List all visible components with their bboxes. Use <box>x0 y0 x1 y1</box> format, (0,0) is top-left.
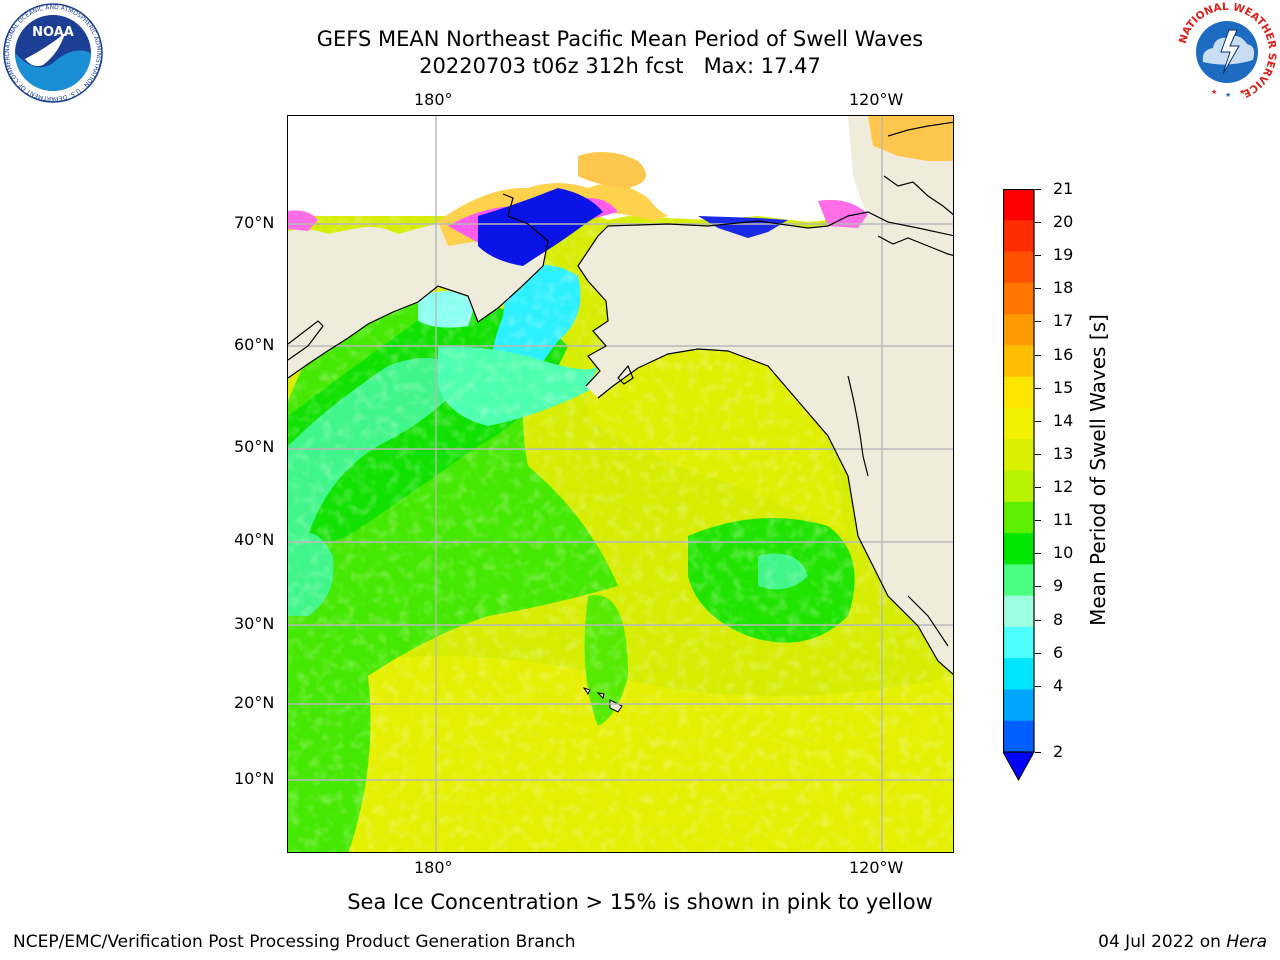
lat-tick-60n: 60°N <box>234 335 275 354</box>
colorbar-cell <box>1003 189 1034 221</box>
colorbar-cell <box>1003 220 1034 253</box>
colorbar-tick-mark <box>1035 619 1041 621</box>
colorbar-tick-mark <box>1035 222 1041 224</box>
colorbar-tick-label: 20 <box>1053 212 1074 232</box>
colorbar-tick-label: 10 <box>1053 543 1074 563</box>
swell-period-map <box>287 115 954 853</box>
colorbar-cell <box>1003 376 1034 409</box>
lon-tick-bottom-120w: 120°W <box>849 858 904 877</box>
lat-tick-70n: 70°N <box>234 213 275 232</box>
colorbar <box>1002 188 1035 784</box>
date-stamp: 04 Jul 2022 on Hera <box>1098 932 1267 952</box>
sea-ice-pink-east <box>818 199 868 228</box>
colorbar-tick-mark <box>1035 387 1041 389</box>
colorbar-tick-label: 2 <box>1053 742 1064 761</box>
sea-ice-blue <box>478 188 603 266</box>
colorbar-tick-mark <box>1035 520 1041 522</box>
colorbar-cell <box>1003 626 1034 659</box>
credit-text: NCEP/EMC/Verification Post Processing Pr… <box>13 932 576 952</box>
colorbar-cell <box>1003 470 1034 503</box>
lat-tick-20n: 20°N <box>234 693 275 712</box>
colorbar-cell <box>1003 501 1034 534</box>
lon-tick-top-120w: 120°W <box>849 90 904 109</box>
colorbar-cell <box>1003 345 1034 378</box>
lon-tick-top-180: 180° <box>414 90 453 109</box>
colorbar-tick-label: 11 <box>1053 510 1074 530</box>
colorbar-cell <box>1003 314 1034 346</box>
colorbar-tick-label: 8 <box>1053 609 1064 629</box>
colorbar-tick-mark <box>1035 288 1041 290</box>
map-title: GEFS MEAN Northeast Pacific Mean Period … <box>316 27 924 51</box>
colorbar-tick-label: 9 <box>1053 576 1064 596</box>
land-baja <box>908 596 953 675</box>
colorbar-cell <box>1003 595 1034 628</box>
colorbar-extend-triangle <box>1002 751 1035 782</box>
map-subtitle: 20220703 t06z 312h fcst Max: 17.47 <box>419 54 821 78</box>
colorbar-tick-mark <box>1035 189 1041 190</box>
colorbar-tick-label: 6 <box>1053 642 1064 662</box>
lat-tick-10n: 10°N <box>234 769 275 788</box>
sea-ice-note: Sea Ice Concentration > 15% is shown in … <box>347 890 933 914</box>
colorbar-tick-mark <box>1035 752 1041 753</box>
colorbar-tick-label: 14 <box>1053 410 1074 430</box>
sea-ice-pink-west <box>288 210 318 231</box>
colorbar-cell <box>1003 533 1034 565</box>
colorbar-tick-mark <box>1035 652 1041 654</box>
colorbar-tick-mark <box>1035 354 1041 356</box>
colorbar-tick-label: 18 <box>1053 278 1074 298</box>
colorbar-tick-label: 16 <box>1053 344 1074 364</box>
colorbar-tick-label: 21 <box>1053 179 1074 198</box>
colorbar-tick-mark <box>1035 255 1041 257</box>
sea-ice-yellow-ne <box>868 116 953 161</box>
colorbar-tick-mark <box>1035 321 1041 323</box>
colorbar-title: Mean Period of Swell Waves [s] <box>1086 314 1110 626</box>
colorbar-tick-mark <box>1035 586 1041 588</box>
colorbar-tick-label: 12 <box>1053 477 1074 497</box>
colorbar-tick-mark <box>1035 453 1041 455</box>
colorbar-tick-label: 15 <box>1053 377 1074 397</box>
svg-text:★: ★ <box>1225 91 1231 99</box>
lat-tick-50n: 50°N <box>234 437 275 456</box>
colorbar-cell <box>1003 407 1034 440</box>
colorbar-tick-mark <box>1035 553 1041 555</box>
colorbar-cell <box>1003 439 1034 472</box>
colorbar-tick-label: 4 <box>1053 675 1064 695</box>
colorbar-cell <box>1003 564 1034 597</box>
graticule <box>288 116 953 852</box>
lon-tick-bottom-180: 180° <box>414 858 453 877</box>
colorbar-cell <box>1003 720 1034 753</box>
colorbar-tick-label: 19 <box>1053 245 1074 265</box>
colorbar-tick-label: 13 <box>1053 443 1074 463</box>
host-name: Hera <box>1226 932 1267 952</box>
colorbar-cell <box>1003 689 1034 722</box>
sea-ice-yellow-north <box>578 152 646 188</box>
colorbar-tick-label: 17 <box>1053 311 1074 331</box>
colorbar-cell <box>1003 658 1034 691</box>
date-text: 04 Jul 2022 on <box>1098 932 1221 952</box>
noaa-logo: NATIONAL OCEANIC AND ATMOSPHERIC ADMINIS… <box>1 0 103 103</box>
coastlines <box>288 121 953 676</box>
colorbar-tick-mark <box>1035 420 1041 422</box>
svg-text:★: ★ <box>1239 88 1245 96</box>
lat-tick-30n: 30°N <box>234 614 275 633</box>
colorbar-cell <box>1003 282 1034 315</box>
colorbar-tick-mark <box>1035 487 1041 489</box>
colorbar-tick-mark <box>1035 685 1041 687</box>
land-kamchatka <box>288 321 323 360</box>
svg-text:NOAA: NOAA <box>32 25 74 40</box>
lat-tick-40n: 40°N <box>234 530 275 549</box>
land-north-america <box>578 212 953 675</box>
svg-text:★: ★ <box>1211 88 1217 96</box>
nws-logo: NATIONAL WEATHER SERVICE ★ ★ ★ <box>1177 1 1278 102</box>
colorbar-cell <box>1003 251 1034 284</box>
